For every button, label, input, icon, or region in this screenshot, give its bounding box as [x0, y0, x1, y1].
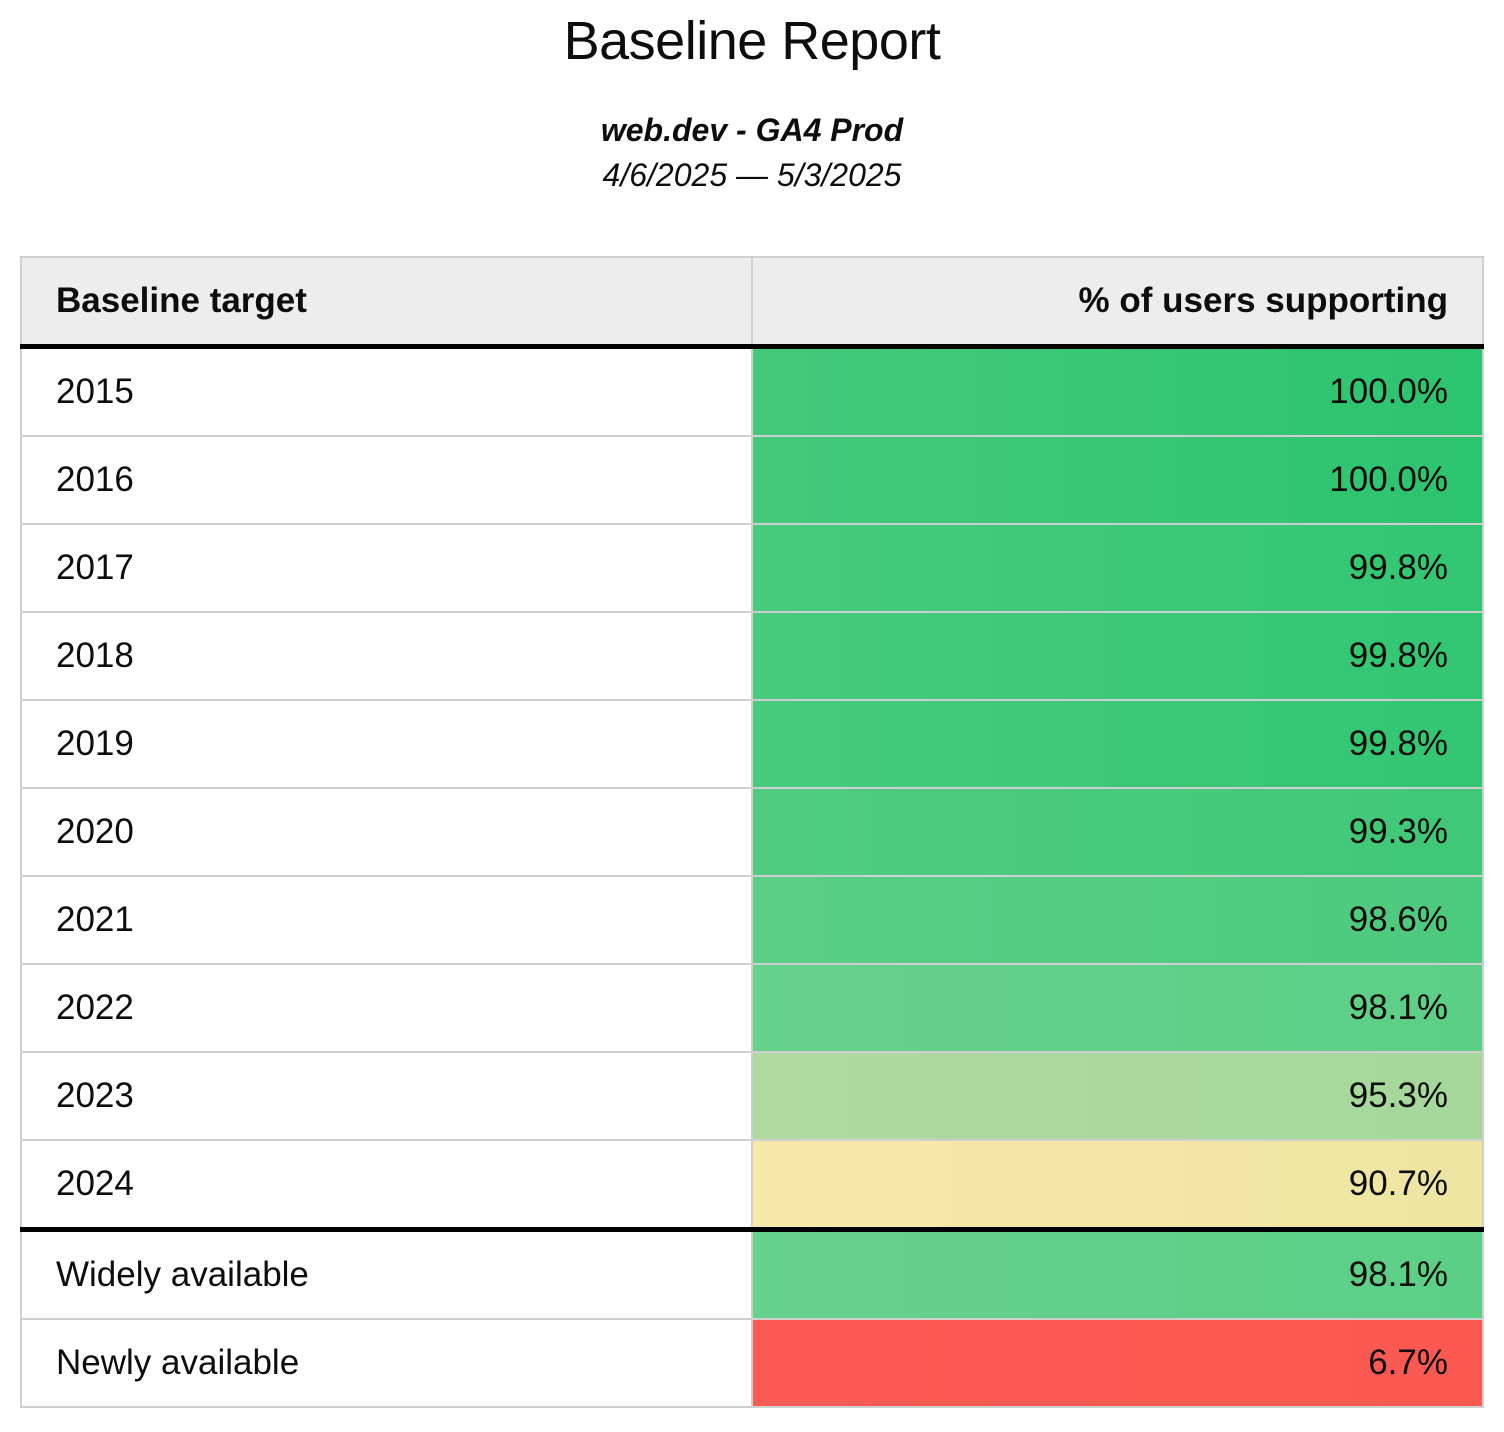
report-source-label: web.dev - GA4 Prod [600, 112, 904, 148]
baseline-target-cell: Newly available [20, 1318, 753, 1408]
baseline-target-cell: Widely available [20, 1228, 753, 1320]
report-date-range: 4/6/2025 — 5/3/2025 [602, 157, 902, 193]
support-percent-cell: 95.3% [751, 1051, 1484, 1141]
table-row: 2017 99.8% [20, 523, 1484, 613]
column-header-baseline-target: Baseline target [20, 256, 753, 349]
table-row: 2024 90.7% [20, 1139, 1484, 1232]
baseline-target-cell: 2024 [20, 1139, 753, 1232]
table-row: 2018 99.8% [20, 611, 1484, 701]
baseline-target-cell: 2018 [20, 611, 753, 701]
support-percent-cell: 99.8% [751, 523, 1484, 613]
baseline-target-cell: 2019 [20, 699, 753, 789]
table-header-row: Baseline target % of users supporting [20, 256, 1484, 349]
baseline-target-cell: 2020 [20, 787, 753, 877]
baseline-report-page: Baseline Report web.dev - GA4 Prod 4/6/2… [0, 10, 1504, 1408]
support-percent-cell: 100.0% [751, 435, 1484, 525]
baseline-support-table: Baseline target % of users supporting 20… [20, 256, 1484, 1408]
support-percent-cell: 99.8% [751, 699, 1484, 789]
table-row: 2016 100.0% [20, 435, 1484, 525]
support-percent-cell: 98.1% [751, 1228, 1484, 1320]
baseline-target-cell: 2015 [20, 345, 753, 437]
table-row: 2015 100.0% [20, 345, 1484, 437]
table-row: 2023 95.3% [20, 1051, 1484, 1141]
support-percent-cell: 99.8% [751, 611, 1484, 701]
baseline-target-cell: 2017 [20, 523, 753, 613]
column-header-percent-users-supporting: % of users supporting [751, 256, 1484, 349]
baseline-target-cell: 2016 [20, 435, 753, 525]
table-row: 2019 99.8% [20, 699, 1484, 789]
support-percent-cell: 100.0% [751, 345, 1484, 437]
baseline-target-cell: 2023 [20, 1051, 753, 1141]
support-percent-cell: 98.1% [751, 963, 1484, 1053]
page-title: Baseline Report [563, 11, 941, 71]
support-percent-cell: 99.3% [751, 787, 1484, 877]
table-row: 2021 98.6% [20, 875, 1484, 965]
baseline-target-cell: 2022 [20, 963, 753, 1053]
table-row: Newly available 6.7% [20, 1318, 1484, 1408]
baseline-target-cell: 2021 [20, 875, 753, 965]
table-row: 2022 98.1% [20, 963, 1484, 1053]
support-percent-cell: 98.6% [751, 875, 1484, 965]
support-percent-cell: 90.7% [751, 1139, 1484, 1232]
table-row: 2020 99.3% [20, 787, 1484, 877]
support-percent-cell: 6.7% [751, 1318, 1484, 1408]
table-row: Widely available 98.1% [20, 1228, 1484, 1320]
